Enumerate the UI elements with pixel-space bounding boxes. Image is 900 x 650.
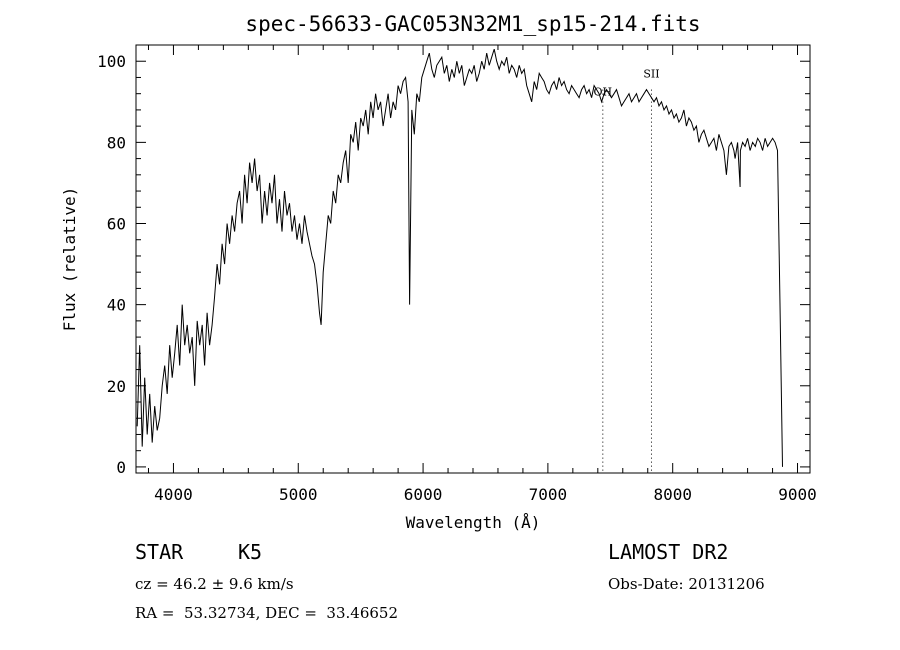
line-marker-label: OH	[593, 86, 612, 99]
y-tick-label: 20	[107, 377, 126, 396]
y-axis-label: Flux (relative)	[60, 187, 79, 332]
survey-name: LAMOST DR2	[608, 540, 729, 564]
x-tick-label: 5000	[279, 485, 318, 504]
x-axis-label: Wavelength (Å)	[406, 513, 541, 532]
spectrum-line	[136, 48, 783, 467]
x-tick-label: 9000	[778, 485, 817, 504]
x-tick-label: 7000	[529, 485, 568, 504]
spectral-subclass: K5	[238, 540, 263, 564]
axis-ticks	[136, 45, 810, 473]
line-marker-label: SII	[643, 67, 659, 80]
chart-title: spec-56633-GAC053N32M1_sp15-214.fits	[245, 12, 700, 36]
y-tick-label: 40	[107, 296, 126, 315]
y-tick-labels: 0 20 40 60 80 100	[97, 52, 126, 477]
object-type: STAR	[135, 540, 184, 564]
plot-frame	[135, 44, 811, 474]
line-markers: OH SII	[593, 67, 660, 473]
y-tick-label: 60	[107, 215, 126, 234]
x-tick-label: 4000	[154, 485, 193, 504]
x-tick-label: 8000	[653, 485, 692, 504]
y-tick-label: 0	[116, 458, 126, 477]
coordinates: RA = 53.32734, DEC = 33.46652	[135, 604, 399, 622]
x-tick-label: 6000	[404, 485, 443, 504]
y-tick-label: 80	[107, 133, 126, 152]
x-tick-labels: 4000 5000 6000 7000 8000 9000	[154, 485, 817, 504]
redshift-cz: cz = 46.2 ± 9.6 km/s	[135, 575, 294, 593]
y-tick-label: 100	[97, 52, 126, 71]
observation-date: Obs-Date: 20131206	[608, 575, 765, 593]
